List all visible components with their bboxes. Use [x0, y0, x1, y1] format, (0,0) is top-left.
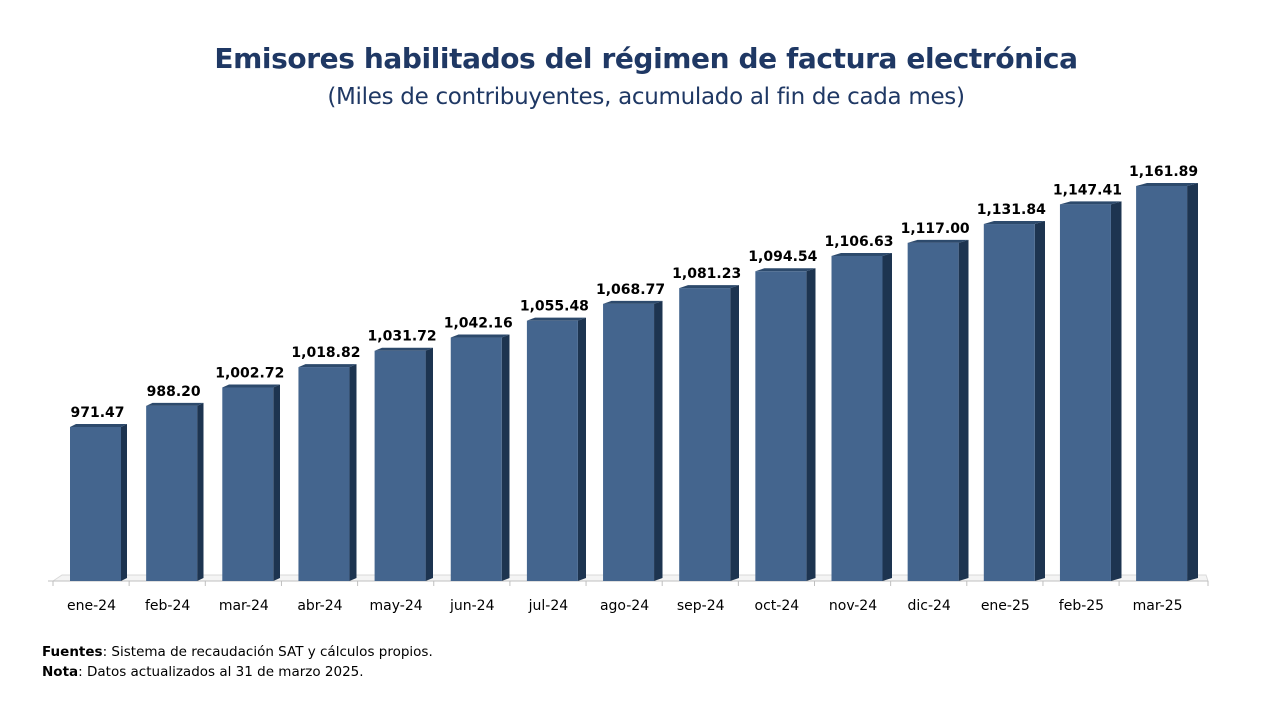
bar-jul-24: [526, 320, 578, 581]
bar-top-sep-24: [679, 285, 739, 289]
sources-line: Fuentes: Sistema de recaudación SAT y cá…: [42, 642, 433, 662]
bar-top-mar-24: [222, 384, 280, 388]
value-label: 1,031.72: [368, 329, 437, 345]
value-label: 1,094.54: [748, 249, 817, 265]
bar-side-nov-24: [882, 252, 892, 581]
bar-top-ago-24: [603, 300, 663, 304]
bar-feb-25: [1059, 204, 1111, 581]
note-text: : Datos actualizados al 31 de marzo 2025…: [78, 664, 364, 680]
value-label: 1,117.00: [901, 221, 970, 237]
x-tick-label: may-24: [370, 598, 423, 614]
bar-mar-25: [1136, 186, 1188, 581]
x-tick-label: jun-24: [449, 598, 495, 614]
bar-abr-24: [298, 367, 350, 581]
x-tick-label: ene-24: [67, 598, 116, 614]
bar-sep-24: [679, 288, 731, 581]
bar-side-mar-25: [1187, 183, 1198, 581]
value-label: 1,081.23: [672, 266, 741, 282]
bar-ene-24: [70, 427, 121, 581]
bar-feb-24: [146, 405, 198, 581]
value-label: 1,068.77: [596, 282, 665, 298]
x-tick-label: ago-24: [600, 598, 649, 614]
bar-may-24: [374, 350, 426, 581]
bar-nov-24: [831, 255, 883, 581]
bar-side-sep-24: [730, 285, 739, 581]
bar-ago-24: [603, 303, 655, 581]
bar-ene-25: [983, 224, 1035, 581]
bar-side-jun-24: [501, 334, 510, 581]
bar-oct-24: [755, 271, 807, 581]
bar-top-feb-24: [146, 402, 204, 406]
value-label: 988.20: [147, 384, 201, 400]
bar-side-dic-24: [958, 239, 969, 581]
bar-top-mar-25: [1136, 183, 1198, 186]
x-tick-label: abr-24: [297, 598, 342, 614]
bar-side-ene-24: [121, 424, 127, 581]
x-tick-label: mar-24: [219, 598, 269, 614]
x-tick-label: feb-24: [145, 598, 190, 614]
bar-side-ene-25: [1034, 221, 1045, 581]
sources-label: Fuentes: [42, 644, 103, 660]
bar-top-oct-24: [755, 268, 816, 272]
x-tick-label: oct-24: [755, 598, 800, 614]
value-label: 1,042.16: [444, 316, 513, 332]
chart-title: Emisores habilitados del régimen de fact…: [214, 42, 1078, 75]
bar-top-ene-24: [70, 424, 127, 427]
bar-top-dic-24: [907, 239, 969, 243]
x-tick-label: dic-24: [907, 598, 950, 614]
chart-subtitle: (Miles de contribuyentes, acumulado al f…: [327, 84, 965, 110]
bar-top-may-24: [374, 347, 433, 351]
value-label: 971.47: [70, 405, 124, 421]
note-label: Nota: [42, 664, 79, 680]
value-label: 1,106.63: [824, 234, 893, 250]
value-label: 1,055.48: [520, 299, 589, 315]
bar-side-mar-24: [273, 384, 280, 581]
sources-text: : Sistema de recaudación SAT y cálculos …: [102, 644, 433, 660]
x-tick-label: ene-25: [981, 598, 1030, 614]
x-tick-label: jul-24: [528, 598, 569, 614]
bar-side-oct-24: [806, 268, 816, 581]
bar-side-feb-24: [197, 402, 204, 581]
bar-side-abr-24: [349, 364, 357, 581]
bar-mar-24: [222, 387, 274, 581]
value-label: 1,147.41: [1053, 182, 1122, 198]
bar-top-abr-24: [298, 364, 357, 368]
value-label: 1,018.82: [291, 345, 360, 361]
bar-top-ene-25: [983, 221, 1045, 225]
bar-side-jul-24: [577, 317, 586, 581]
bar-top-jun-24: [450, 334, 510, 338]
bar-side-feb-25: [1110, 201, 1122, 581]
x-tick-label: mar-25: [1133, 598, 1183, 614]
bar-side-may-24: [425, 347, 433, 581]
chart-footer: Fuentes: Sistema de recaudación SAT y cá…: [42, 642, 433, 682]
x-tick-label: feb-25: [1059, 598, 1104, 614]
bar-jun-24: [450, 337, 502, 581]
bar-side-ago-24: [654, 300, 663, 581]
note-line: Nota: Datos actualizados al 31 de marzo …: [42, 662, 433, 682]
x-tick-label: nov-24: [829, 598, 877, 614]
bar-top-nov-24: [831, 252, 892, 256]
bar-top-jul-24: [526, 317, 586, 321]
bar-dic-24: [907, 242, 959, 581]
value-label: 1,002.72: [215, 365, 284, 381]
x-tick-label: sep-24: [677, 598, 725, 614]
bar-top-feb-25: [1059, 201, 1122, 205]
value-label: 1,161.89: [1129, 164, 1198, 180]
value-label: 1,131.84: [977, 202, 1046, 218]
